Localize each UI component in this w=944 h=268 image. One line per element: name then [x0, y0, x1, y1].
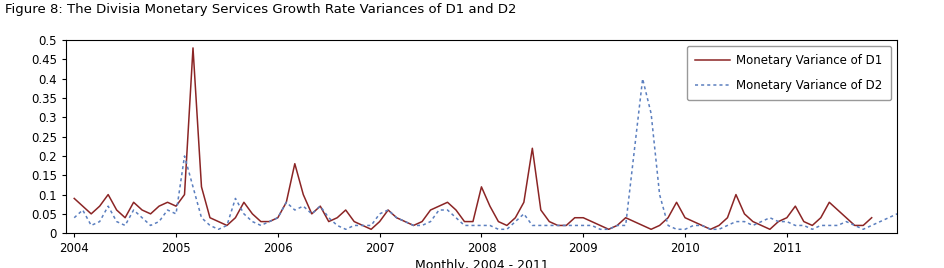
Monetary Variance of D1: [866, 216, 877, 219]
Monetary Variance of D1: [221, 224, 232, 227]
Monetary Variance of D1: [69, 197, 80, 200]
Monetary Variance of D2: [637, 77, 649, 80]
Legend: Monetary Variance of D1, Monetary Variance of D2: Monetary Variance of D1, Monetary Varian…: [687, 46, 891, 100]
Line: Monetary Variance of D2: Monetary Variance of D2: [75, 79, 944, 229]
Monetary Variance of D1: [103, 193, 114, 196]
Monetary Variance of D2: [722, 224, 733, 227]
Monetary Variance of D1: [365, 228, 377, 231]
Monetary Variance of D1: [187, 46, 198, 50]
Monetary Variance of D2: [806, 228, 818, 231]
Monetary Variance of D2: [212, 228, 224, 231]
Monetary Variance of D2: [883, 216, 894, 219]
Monetary Variance of D2: [69, 216, 80, 219]
Monetary Variance of D2: [348, 224, 360, 227]
Text: Figure 8: The Divisia Monetary Services Growth Rate Variances of D1 and D2: Figure 8: The Divisia Monetary Services …: [5, 3, 516, 16]
Monetary Variance of D2: [925, 209, 936, 212]
Monetary Variance of D1: [629, 220, 640, 223]
Monetary Variance of D1: [646, 228, 657, 231]
Monetary Variance of D1: [680, 216, 691, 219]
Line: Monetary Variance of D1: Monetary Variance of D1: [75, 48, 871, 229]
Monetary Variance of D1: [671, 201, 683, 204]
Monetary Variance of D2: [765, 216, 776, 219]
X-axis label: Monthly, 2004 - 2011: Monthly, 2004 - 2011: [414, 259, 548, 268]
